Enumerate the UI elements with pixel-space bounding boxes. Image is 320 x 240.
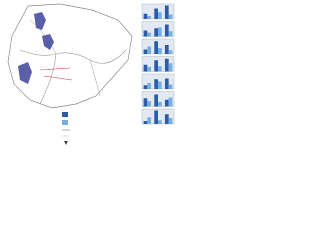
bar bbox=[168, 31, 173, 37]
bar bbox=[147, 117, 152, 124]
bar bbox=[158, 120, 162, 124]
bar bbox=[168, 14, 173, 19]
bar bbox=[147, 101, 152, 107]
bar bbox=[154, 60, 158, 72]
bar bbox=[154, 94, 158, 107]
bar bbox=[158, 27, 162, 37]
river bbox=[29, 19, 57, 55]
bar bbox=[158, 81, 162, 89]
legend-symbol bbox=[64, 141, 68, 145]
map bbox=[7, 3, 133, 109]
lake bbox=[18, 62, 32, 84]
bar bbox=[147, 32, 152, 37]
bar bbox=[154, 41, 158, 54]
bar bbox=[168, 118, 173, 124]
bar bbox=[158, 66, 162, 72]
figure bbox=[7, 3, 175, 145]
bar bbox=[158, 102, 162, 107]
bar bbox=[143, 13, 148, 19]
bar bbox=[154, 110, 158, 124]
bar bbox=[168, 63, 173, 72]
lake bbox=[42, 34, 54, 50]
river bbox=[89, 59, 101, 97]
bar bbox=[164, 78, 169, 89]
bar bbox=[147, 16, 152, 19]
bar bbox=[164, 114, 169, 124]
bar bbox=[168, 84, 173, 89]
bar bbox=[143, 85, 148, 89]
bar bbox=[164, 5, 169, 19]
bar bbox=[164, 24, 169, 37]
bar bbox=[143, 49, 148, 54]
bar bbox=[143, 98, 148, 107]
bar bbox=[164, 58, 169, 72]
bar bbox=[164, 45, 169, 54]
bar bbox=[164, 99, 169, 107]
bar bbox=[168, 97, 173, 107]
river bbox=[19, 49, 127, 64]
bar bbox=[147, 67, 152, 72]
watershed-boundary bbox=[7, 3, 133, 109]
legend-swatch bbox=[62, 120, 68, 125]
river bbox=[39, 53, 57, 105]
bar bbox=[154, 8, 158, 19]
bar bbox=[143, 30, 148, 37]
bar bbox=[147, 83, 152, 89]
bar bbox=[143, 64, 148, 72]
legend bbox=[62, 112, 70, 145]
bar bbox=[154, 28, 158, 37]
bar bbox=[147, 46, 152, 54]
route bbox=[39, 67, 73, 81]
legend-swatch bbox=[62, 112, 68, 117]
lake bbox=[34, 12, 46, 30]
page: (() => { const data = JSON.parse(documen… bbox=[7, 3, 175, 145]
bar bbox=[168, 50, 173, 54]
bar bbox=[143, 121, 148, 124]
bar bbox=[158, 48, 162, 54]
bar bbox=[154, 79, 158, 89]
bar bbox=[158, 12, 162, 19]
